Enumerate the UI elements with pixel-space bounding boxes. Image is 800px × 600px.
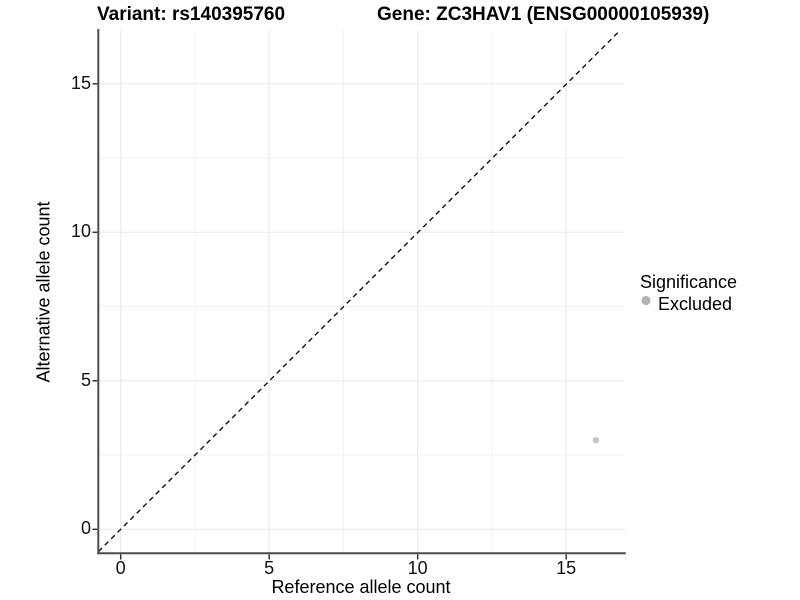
x-axis-title: Reference allele count [271, 577, 451, 597]
axis-lines [97, 29, 626, 555]
y-axis-title: Alternative allele count [33, 201, 54, 383]
y-tick-label: 15 [70, 72, 91, 93]
legend: Significance Excluded [640, 272, 737, 314]
legend-title: Significance [640, 272, 738, 292]
gridlines-minor [98, 30, 625, 554]
data-point-excluded [592, 437, 600, 444]
x-tick-label: 5 [264, 558, 275, 578]
x-tick-label: 15 [556, 558, 577, 578]
y-tick-label: 0 [80, 518, 91, 539]
legend-key-circle-icon [641, 295, 651, 306]
x-tick-label: 0 [115, 558, 126, 578]
plot-title-gene: Gene: ZC3HAV1 (ENSG00000105939) [377, 4, 710, 25]
legend-item-label: Excluded [658, 294, 733, 314]
x-axis-ticks [119, 554, 567, 560]
gridlines-major [98, 30, 625, 554]
y-tick-label: 10 [70, 221, 91, 242]
y-axis-ticks [92, 83, 98, 531]
plot-title-variant: Variant: rs140395760 [97, 4, 286, 25]
identity-reference-line [98, 29, 621, 552]
legend-item-excluded: Excluded [640, 294, 737, 314]
x-tick-label: 10 [407, 558, 428, 578]
y-tick-label: 5 [80, 369, 91, 390]
